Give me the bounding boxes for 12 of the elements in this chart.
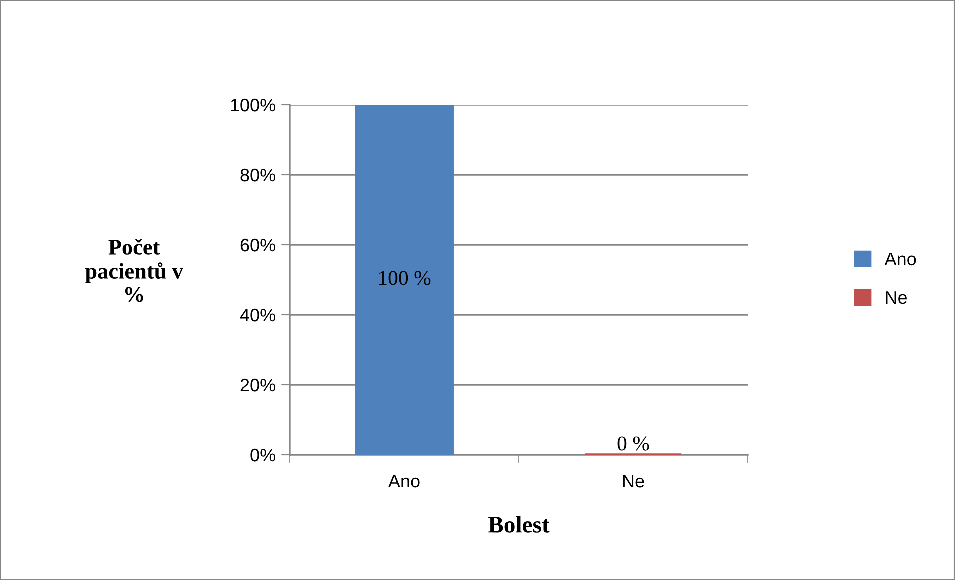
y-tick-label: 20% bbox=[240, 378, 276, 392]
x-axis-title: Bolest bbox=[488, 516, 550, 533]
data-label: 0 % bbox=[618, 436, 650, 451]
y-tick-label: 100% bbox=[231, 98, 276, 112]
y-tick-label: 60% bbox=[240, 238, 276, 252]
legend-label: Ne bbox=[886, 292, 908, 304]
y-tick-label: 40% bbox=[240, 308, 276, 322]
legend-label: Ano bbox=[884, 253, 916, 266]
data-label: 100 % bbox=[379, 271, 431, 286]
y-tick-label: 0% bbox=[250, 448, 276, 462]
y-tick-label: 80% bbox=[240, 168, 276, 182]
y-axis-title: Počet pacientů v % bbox=[85, 239, 184, 302]
